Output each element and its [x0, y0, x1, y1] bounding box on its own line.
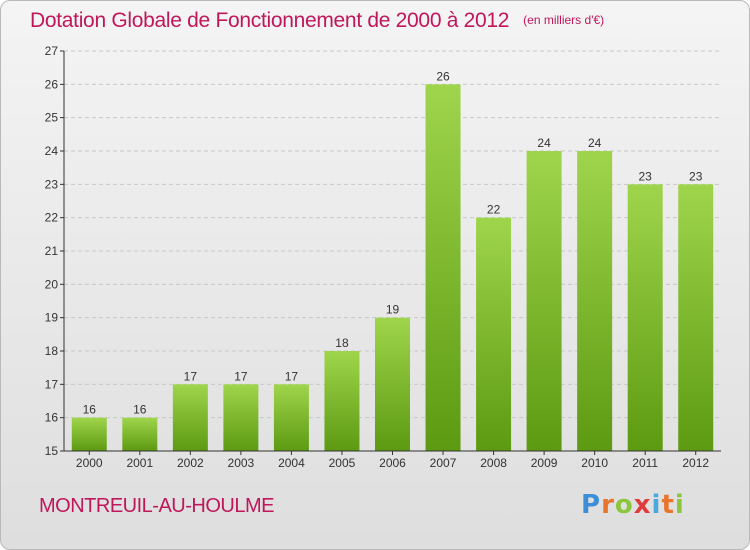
x-tick-label-2012: 2012 [682, 456, 709, 470]
y-tick-label: 21 [45, 244, 59, 258]
bars [71, 84, 714, 452]
bar-2001 [122, 417, 158, 451]
bar-2011 [627, 184, 663, 452]
x-tick-label-2000: 2000 [76, 456, 103, 470]
y-tick-label: 27 [45, 44, 59, 58]
labels: 15 16 17 18 19 20 21 22 23 24 25 26 27 16 2000 16 2001 17… [45, 44, 710, 470]
bar-2012 [678, 184, 714, 452]
commune-name: MONTREUIL-AU-HOULME [39, 495, 274, 517]
y-tick-label: 23 [45, 177, 59, 191]
x-tick-label-2003: 2003 [228, 456, 255, 470]
data-label-2012: 23 [689, 169, 703, 183]
data-label-2003: 17 [234, 369, 248, 383]
bar-2004 [273, 384, 309, 451]
x-tick-label-2002: 2002 [177, 456, 204, 470]
bar-2009 [526, 151, 562, 451]
x-tick-label-2011: 2011 [632, 456, 658, 470]
logo-letter: P [581, 490, 602, 520]
data-label-2009: 24 [537, 136, 551, 150]
logo-letter: x [633, 490, 652, 520]
x-tick-label-2009: 2009 [531, 456, 558, 470]
data-label-2005: 18 [335, 336, 349, 350]
y-tick-label: 18 [45, 344, 59, 358]
data-label-2007: 26 [436, 69, 450, 83]
y-tick-label: 26 [45, 77, 59, 91]
logo-letter: r [601, 490, 615, 520]
bar-2010 [577, 151, 613, 451]
y-tick-label: 22 [45, 211, 59, 225]
data-label-2011: 23 [639, 169, 653, 183]
x-tick-label-2008: 2008 [480, 456, 507, 470]
x-tick-label-2005: 2005 [329, 456, 356, 470]
chart-title: Dotation Globale de Fonctionnement de 20… [30, 9, 604, 33]
data-label-2001: 16 [133, 403, 147, 417]
bar-2003 [223, 384, 259, 451]
y-tick-label: 16 [45, 411, 59, 425]
chart-title-text: Dotation Globale de Fonctionnement de 20… [30, 9, 510, 32]
data-label-2010: 24 [588, 136, 602, 150]
y-tick-label: 25 [45, 111, 59, 125]
data-label-2004: 17 [285, 369, 299, 383]
bar-2005 [324, 351, 360, 451]
axes [60, 50, 721, 455]
data-label-2002: 17 [184, 369, 198, 383]
bar-2002 [172, 384, 208, 451]
y-tick-label: 15 [45, 444, 59, 458]
proxiti-logo[interactable]: Proxiti [581, 490, 685, 520]
chart-subtitle: (en milliers d'€) [523, 13, 605, 27]
y-tick-label: 19 [45, 311, 59, 325]
bar-2006 [375, 317, 410, 451]
logo-letter: t [661, 490, 675, 520]
logo-letter: i [651, 490, 662, 520]
y-tick-label: 17 [45, 377, 59, 391]
x-tick-label-2001: 2001 [126, 456, 153, 470]
y-tick-label: 20 [45, 277, 59, 291]
logo-letter: i [674, 490, 685, 520]
y-tick-label: 24 [45, 144, 59, 158]
data-label-2008: 22 [487, 203, 501, 217]
bar-2008 [476, 217, 512, 451]
bar-2007 [425, 84, 461, 451]
data-label-2006: 19 [386, 303, 400, 317]
bar-2000 [71, 417, 107, 451]
x-tick-label-2004: 2004 [278, 456, 305, 470]
x-tick-label-2006: 2006 [379, 456, 406, 470]
data-label-2000: 16 [83, 403, 97, 417]
logo-letter: o [614, 490, 634, 520]
x-tick-label-2007: 2007 [430, 456, 457, 470]
x-tick-label-2010: 2010 [581, 456, 608, 470]
